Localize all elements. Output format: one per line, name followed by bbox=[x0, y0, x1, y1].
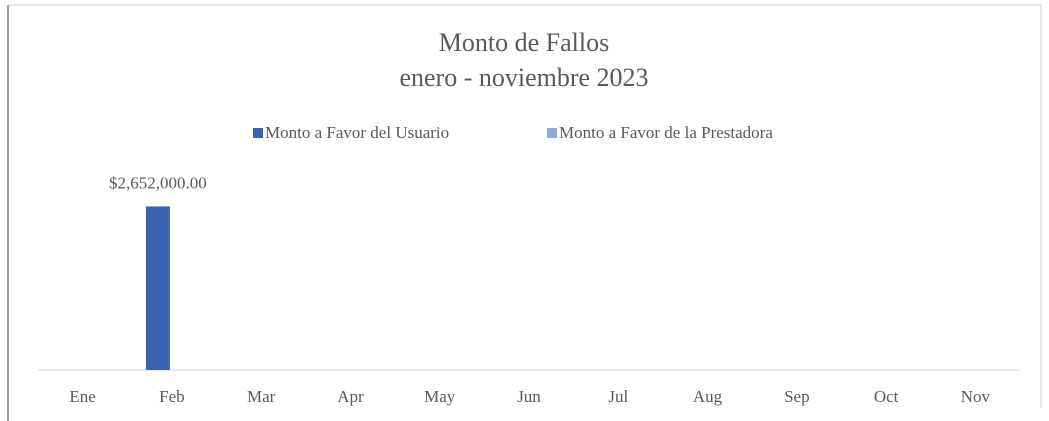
x-tick-label: Jul bbox=[608, 387, 628, 406]
legend-swatch bbox=[253, 128, 263, 138]
chart-title: Monto de Fallos bbox=[439, 28, 609, 57]
x-tick-label: Nov bbox=[961, 387, 991, 406]
x-tick-label: Ene bbox=[69, 387, 95, 406]
legend-swatch bbox=[547, 128, 557, 138]
x-tick-label: Mar bbox=[247, 387, 276, 406]
value-label: $2,652,000.00 bbox=[109, 173, 207, 192]
x-tick-label: Apr bbox=[337, 387, 364, 406]
x-tick-label: Oct bbox=[874, 387, 899, 406]
x-tick-label: Aug bbox=[693, 387, 723, 406]
x-tick-label: Sep bbox=[784, 387, 810, 406]
legend-label: Monto a Favor de la Prestadora bbox=[559, 123, 773, 142]
bar bbox=[145, 206, 170, 370]
legend-label: Monto a Favor del Usuario bbox=[265, 123, 449, 142]
x-tick-label: Jun bbox=[517, 387, 541, 406]
x-tick-label: May bbox=[424, 387, 456, 406]
x-tick-label: Feb bbox=[159, 387, 185, 406]
chart-subtitle: enero - noviembre 2023 bbox=[399, 63, 648, 92]
